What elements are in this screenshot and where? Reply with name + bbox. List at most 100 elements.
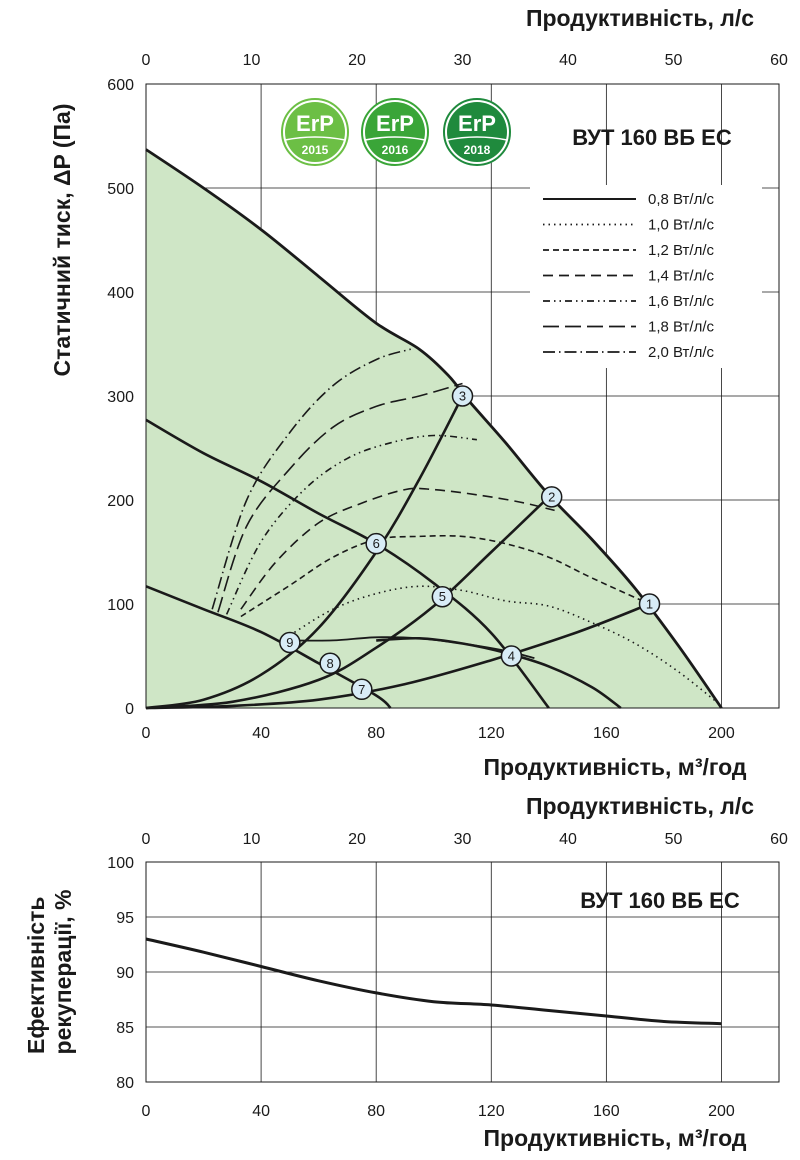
y-tick-label: 95 bbox=[116, 910, 134, 927]
point-label: 5 bbox=[439, 589, 446, 604]
badge-year: 2015 bbox=[302, 143, 329, 157]
badge-swoosh bbox=[364, 136, 426, 141]
top-x-tick-label: 0 bbox=[142, 831, 151, 848]
pressure-chart: Продуктивність, л/с ErP2015ErP2016ErP201… bbox=[49, 5, 788, 780]
point-marker bbox=[351, 678, 373, 701]
operating-point-3: 3 bbox=[451, 385, 474, 407]
top-x-tick-label: 60 bbox=[770, 831, 788, 848]
top-x-tick-label: 20 bbox=[348, 52, 366, 69]
top-x-tick-label: 50 bbox=[665, 831, 683, 848]
throttle-curve-1 bbox=[145, 418, 550, 709]
legend-entry: 1,6 Вт/л/с bbox=[648, 293, 714, 310]
y-axis-title: Статичний тиск, ΔP (Па) bbox=[49, 104, 75, 377]
top-x-tick-label: 10 bbox=[243, 831, 261, 848]
y-tick-label: 200 bbox=[107, 493, 134, 510]
operating-point-8: 8 bbox=[319, 652, 341, 675]
top-x-tick-label: 30 bbox=[454, 52, 472, 69]
point-marker bbox=[365, 532, 387, 555]
point-label: 1 bbox=[646, 597, 653, 612]
y-tick-label: 600 bbox=[107, 77, 134, 94]
tick-labels: 0 40 80 120 160 200 0 10 20 30 40 50 60 80 85 90 95 100 bbox=[107, 831, 788, 1120]
top-x-tick-label: 40 bbox=[559, 52, 577, 69]
model-label: ВУТ 160 ВБ ЕС bbox=[572, 125, 732, 150]
badge-swoosh bbox=[446, 136, 508, 141]
erp-badge-2016: ErP 2016 bbox=[361, 98, 429, 166]
badge-swoosh bbox=[284, 136, 346, 141]
operating-point-6: 6 bbox=[365, 532, 387, 555]
y-axis-title: Ефективність рекуперації, % bbox=[23, 890, 76, 1055]
system-curve-2 bbox=[145, 495, 550, 710]
legend-entry: 1,0 Вт/л/с bbox=[648, 217, 714, 234]
operating-point-7: 7 bbox=[351, 678, 373, 701]
operating-point-5: 5 bbox=[431, 585, 454, 608]
x-tick-label: 120 bbox=[478, 725, 505, 742]
plot-frame bbox=[145, 83, 780, 709]
point-label: 7 bbox=[358, 682, 365, 697]
y-tick-label: 0 bbox=[125, 701, 134, 718]
top-x-tick-label: 20 bbox=[348, 831, 366, 848]
system-curves bbox=[145, 395, 650, 710]
x-tick-label: 200 bbox=[708, 725, 735, 742]
y-tick-label: 400 bbox=[107, 285, 134, 302]
series-line-6 bbox=[217, 382, 463, 613]
badge-label: ErP bbox=[458, 111, 496, 136]
model-label: ВУТ 160 ВБ ЕС bbox=[580, 888, 740, 913]
legend-entry: 1,4 Вт/л/с bbox=[648, 268, 714, 285]
series-lines bbox=[145, 937, 722, 1026]
y-tick-label: 300 bbox=[107, 389, 134, 406]
series-line-7 bbox=[211, 348, 411, 610]
point-marker bbox=[540, 486, 563, 508]
system-curve-1 bbox=[145, 602, 650, 710]
x-tick-label: 80 bbox=[367, 1103, 385, 1120]
x-tick-label: 160 bbox=[593, 725, 620, 742]
y-tick-label: 85 bbox=[116, 1020, 134, 1037]
y-axis-title-line-2: рекуперації, % bbox=[50, 890, 76, 1055]
point-label: 2 bbox=[548, 489, 555, 504]
series-line-3 bbox=[240, 534, 650, 618]
operating-point-2: 2 bbox=[540, 486, 563, 508]
top-x-tick-label: 60 bbox=[770, 52, 788, 69]
efficiency-line bbox=[145, 937, 722, 1026]
point-marker bbox=[500, 645, 523, 667]
point-marker bbox=[451, 385, 474, 407]
legend-entry: 0,8 Вт/л/с bbox=[648, 191, 714, 208]
series-line-2 bbox=[289, 585, 722, 707]
point-marker bbox=[319, 652, 341, 675]
efficiency-chart: Продуктивність, л/с 0 40 80 120 160 200 0 10 20 3… bbox=[23, 793, 788, 1151]
y-axis-title-line-1: Ефективність bbox=[23, 896, 49, 1054]
x-tick-label: 40 bbox=[252, 1103, 270, 1120]
top-x-tick-label: 0 bbox=[142, 52, 151, 69]
x-tick-label: 40 bbox=[252, 725, 270, 742]
badge-disc bbox=[285, 102, 345, 162]
y-tick-label: 500 bbox=[107, 181, 134, 198]
legend-entry: 1,8 Вт/л/с bbox=[648, 319, 714, 336]
operating-point-9: 9 bbox=[279, 631, 301, 654]
badge-disc bbox=[447, 102, 507, 162]
x-tick-label: 120 bbox=[478, 1103, 505, 1120]
operating-point-1: 1 bbox=[638, 593, 661, 615]
top-x-axis-title: Продуктивність, л/с bbox=[526, 793, 754, 819]
operating-point-4: 4 bbox=[500, 645, 523, 667]
y-tick-label: 80 bbox=[116, 1075, 134, 1092]
x-axis-title: Продуктивність, м³/год bbox=[484, 754, 747, 780]
x-axis-title: Продуктивність, м³/год bbox=[484, 1125, 747, 1151]
point-marker bbox=[431, 585, 454, 608]
legend-entry: 2,0 Вт/л/с bbox=[648, 344, 714, 361]
top-x-tick-label: 10 bbox=[243, 52, 261, 69]
x-tick-label: 160 bbox=[593, 1103, 620, 1120]
badge-disc bbox=[365, 102, 425, 162]
y-tick-label: 100 bbox=[107, 855, 134, 872]
plot-frame bbox=[145, 861, 780, 1083]
point-label: 8 bbox=[327, 656, 334, 671]
badge-year: 2018 bbox=[464, 143, 491, 157]
badge-year: 2016 bbox=[382, 143, 409, 157]
series-line-5 bbox=[225, 434, 477, 615]
x-tick-label: 0 bbox=[142, 1103, 151, 1120]
top-x-tick-label: 30 bbox=[454, 831, 472, 848]
erp-badge-2015: ErP 2015 bbox=[281, 98, 349, 166]
point-label: 3 bbox=[459, 389, 466, 404]
series-line-4 bbox=[240, 487, 555, 610]
legend-entry: 1,2 Вт/л/с bbox=[648, 242, 714, 259]
